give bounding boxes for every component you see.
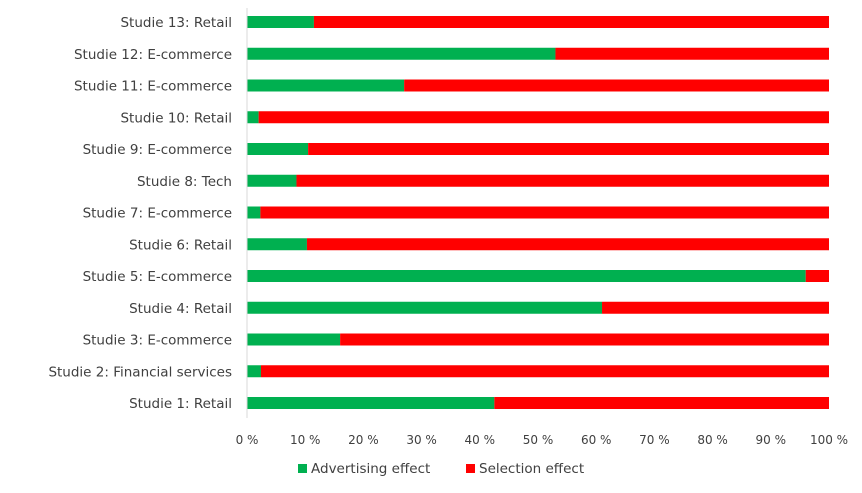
legend-label-advertising: Advertising effect	[311, 461, 430, 477]
category-label: Studie 12: E-commerce	[74, 47, 232, 63]
bar-segment-advertising	[247, 333, 341, 346]
category-label: Studie 5: E-commerce	[83, 269, 232, 285]
bar-segment-selection	[260, 206, 829, 219]
x-tick-label: 0 %	[236, 433, 259, 447]
bar-segment-selection	[602, 301, 829, 314]
bars-group	[247, 16, 830, 409]
x-tick-label: 90 %	[756, 433, 787, 447]
bar-segment-selection	[296, 174, 830, 187]
x-tick-label: 100 %	[810, 433, 848, 447]
bar-segment-selection	[258, 111, 829, 124]
category-label: Studie 9: E-commerce	[83, 142, 232, 158]
bar-segment-advertising	[247, 79, 405, 92]
x-tick-label: 40 %	[465, 433, 496, 447]
bar-segment-advertising	[247, 397, 495, 409]
bar-segment-advertising	[247, 47, 556, 60]
bar-segment-selection	[404, 79, 829, 92]
bar-segment-selection	[555, 47, 829, 60]
bar-segment-advertising	[247, 143, 309, 155]
bar-segment-selection	[260, 365, 830, 378]
bar-segment-selection	[340, 333, 829, 346]
category-label: Studie 7: E-commerce	[83, 206, 232, 222]
legend: Advertising effect Selection effect	[298, 461, 584, 477]
bar-segment-selection	[805, 270, 829, 282]
x-tick-label: 30 %	[406, 433, 437, 447]
bar-segment-advertising	[247, 206, 261, 219]
x-tick-label: 80 %	[697, 433, 728, 447]
bar-segment-advertising	[247, 365, 261, 378]
legend-swatch-selection	[466, 464, 475, 473]
x-tick-label: 60 %	[581, 433, 612, 447]
bar-segment-advertising	[247, 270, 806, 282]
legend-label-selection: Selection effect	[479, 461, 584, 477]
bar-segment-selection	[308, 143, 829, 155]
category-label: Studie 4: Retail	[129, 301, 232, 317]
category-label: Studie 8: Tech	[137, 174, 232, 190]
category-labels: Studie 13: Retail Studie 12: E-commerce St…	[48, 15, 232, 412]
legend-swatch-advertising	[298, 464, 307, 473]
x-tick-label: 20 %	[348, 433, 379, 447]
bar-segment-selection	[494, 397, 829, 409]
category-label: Studie 11: E-commerce	[74, 79, 232, 95]
category-label: Studie 13: Retail	[120, 15, 232, 31]
bar-segment-advertising	[247, 301, 603, 314]
x-tick-label: 10 %	[290, 433, 321, 447]
bar-segment-selection	[306, 238, 829, 251]
bar-segment-advertising	[247, 238, 307, 251]
category-label: Studie 6: Retail	[129, 237, 232, 253]
bar-segment-advertising	[247, 111, 259, 124]
category-label: Studie 3: E-commerce	[83, 333, 232, 349]
x-tick-label: 70 %	[639, 433, 670, 447]
category-label: Studie 10: Retail	[120, 110, 232, 126]
category-label: Studie 1: Retail	[129, 396, 232, 412]
bar-segment-advertising	[247, 174, 297, 187]
x-tick-label: 50 %	[523, 433, 554, 447]
x-axis-tick-labels: 0 % 10 % 20 % 30 % 40 % 50 % 60 % 70 % 80 % 90 % 1…	[236, 433, 848, 447]
category-label: Studie 2: Financial services	[48, 364, 232, 380]
bar-segment-advertising	[247, 16, 314, 28]
bar-segment-selection	[313, 16, 829, 28]
